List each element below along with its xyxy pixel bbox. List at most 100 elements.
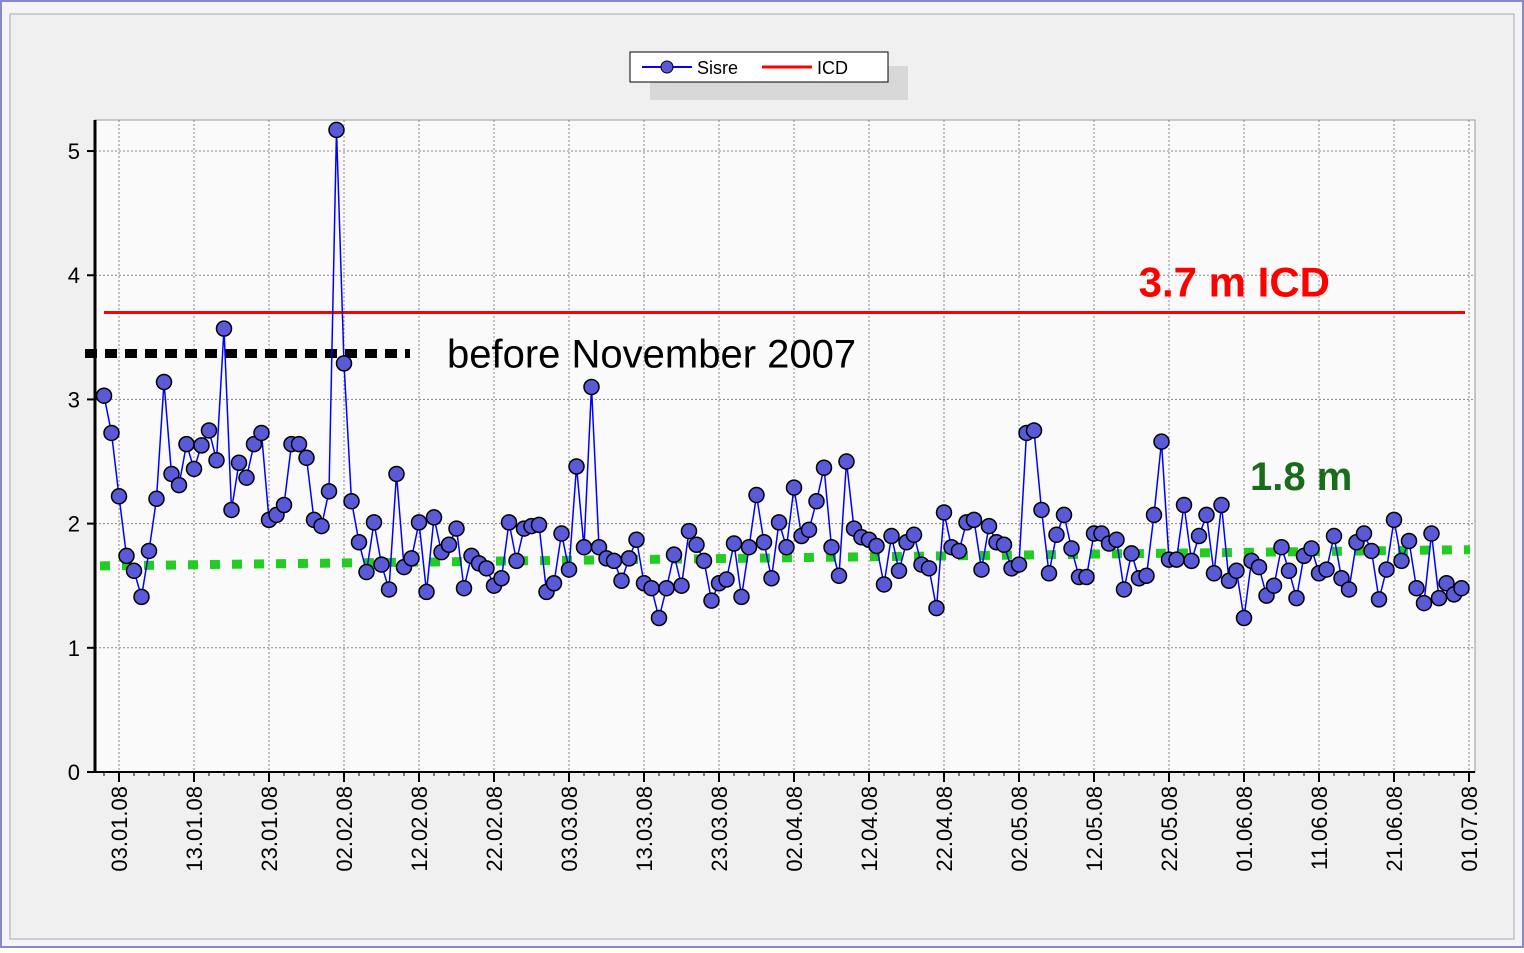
sisre-point: [425, 509, 443, 526]
sisre-point: [508, 552, 525, 570]
sisre-point: [763, 570, 780, 587]
y-tick-label: 3: [68, 387, 80, 412]
sisre-point: [410, 514, 428, 531]
sisre-point: [155, 373, 173, 391]
sisre-point: [95, 387, 113, 404]
sisre-point: [1055, 506, 1073, 524]
sisre-point: [650, 609, 668, 627]
icd-label: 3.7 m ICD: [1139, 258, 1330, 305]
sisre-point: [800, 521, 818, 539]
x-tick-label: 12.05.08: [1082, 786, 1107, 872]
sisre-point: [935, 504, 953, 521]
sisre-point: [785, 479, 803, 496]
sisre-point: [140, 542, 158, 560]
sisre-point: [673, 577, 690, 594]
sisre-point: [1333, 570, 1350, 587]
sisre-point: [365, 514, 383, 531]
sisre-point: [815, 459, 833, 476]
sisre-point: [590, 538, 608, 556]
sisre-point: [1138, 567, 1155, 585]
y-tick-label: 1: [68, 636, 80, 661]
sisre-point: [605, 552, 623, 570]
sisre-point: [178, 435, 195, 453]
sisre-point: [950, 542, 968, 560]
sisre-point: [1415, 594, 1433, 612]
x-tick-label: 11.06.08: [1307, 786, 1332, 870]
sisre-point: [1423, 525, 1440, 542]
sisre-point: [1288, 589, 1305, 607]
y-tick-label: 0: [68, 760, 80, 785]
sisre-point: [1048, 526, 1065, 544]
sisre-point: [1273, 538, 1290, 556]
sisre-point: [1205, 565, 1223, 582]
sisre-point: [380, 581, 398, 598]
legend-label: ICD: [817, 58, 848, 78]
sisre-point: [448, 520, 465, 537]
sisre-point: [560, 561, 578, 578]
sisre-point: [665, 546, 683, 563]
sisre-point: [530, 516, 548, 534]
sisre-point: [208, 452, 225, 469]
sisre-point: [1063, 540, 1080, 557]
sisre-point: [965, 511, 983, 529]
sisre-point: [875, 576, 893, 593]
x-tick-label: 22.02.08: [482, 786, 507, 872]
sisre-point: [890, 562, 908, 580]
sisre-point: [830, 567, 848, 585]
x-tick-label: 01.07.08: [1457, 786, 1482, 872]
sisre-point: [493, 570, 510, 587]
sisre-point: [223, 501, 240, 519]
sisre-point: [620, 550, 638, 567]
sisre-point: [245, 435, 263, 453]
sisre-point: [1303, 540, 1320, 557]
sisre-point: [1033, 501, 1050, 519]
x-tick-label: 23.01.08: [257, 786, 282, 872]
sisre-point: [1280, 562, 1298, 580]
sisre-point: [103, 424, 120, 442]
sisre-point: [980, 517, 998, 535]
trend-label: 1.8 m: [1250, 455, 1352, 499]
sisre-point: [1265, 577, 1283, 594]
sisre-point: [1235, 609, 1253, 627]
sisre-point: [658, 579, 675, 597]
sisre-point: [133, 588, 150, 606]
sisre-point: [868, 537, 885, 555]
sisre-point: [883, 527, 900, 545]
sisre-point: [1250, 558, 1268, 576]
x-tick-label: 02.04.08: [782, 786, 807, 872]
sisre-point: [163, 465, 180, 483]
x-tick-label: 13.01.08: [182, 786, 207, 872]
sisre-point: [808, 493, 825, 510]
sisre-point: [1393, 552, 1410, 570]
sisre-point: [1318, 561, 1335, 578]
sisre-point: [1168, 551, 1185, 568]
sisre-point: [703, 592, 720, 609]
sisre-point: [568, 458, 585, 475]
sisre-point: [358, 563, 375, 581]
sisre-point: [403, 550, 420, 567]
sisre-point: [995, 536, 1013, 553]
sisre-point: [238, 469, 255, 486]
sisre-point: [350, 533, 368, 551]
sisre-point: [388, 465, 405, 483]
sisre-point: [823, 538, 840, 556]
sisre-point: [1408, 579, 1425, 597]
x-tick-label: 02.05.08: [1007, 786, 1032, 872]
sisre-point: [643, 579, 660, 597]
x-tick-label: 03.03.08: [557, 786, 582, 872]
sisre-point: [1438, 574, 1455, 592]
trend-line: [99, 545, 1471, 571]
sisre-point: [920, 560, 938, 577]
sisre-point: [973, 561, 990, 578]
sisre-point: [583, 378, 600, 396]
sisre-point: [1115, 581, 1133, 598]
legend-label: Sisre: [697, 58, 738, 78]
x-tick-label: 21.06.08: [1382, 786, 1407, 872]
sisre-point: [193, 437, 210, 454]
sisre-point: [1108, 531, 1125, 549]
sisre-point: [770, 514, 788, 531]
sisre-point: [1430, 589, 1448, 607]
sisre-point: [500, 514, 518, 531]
